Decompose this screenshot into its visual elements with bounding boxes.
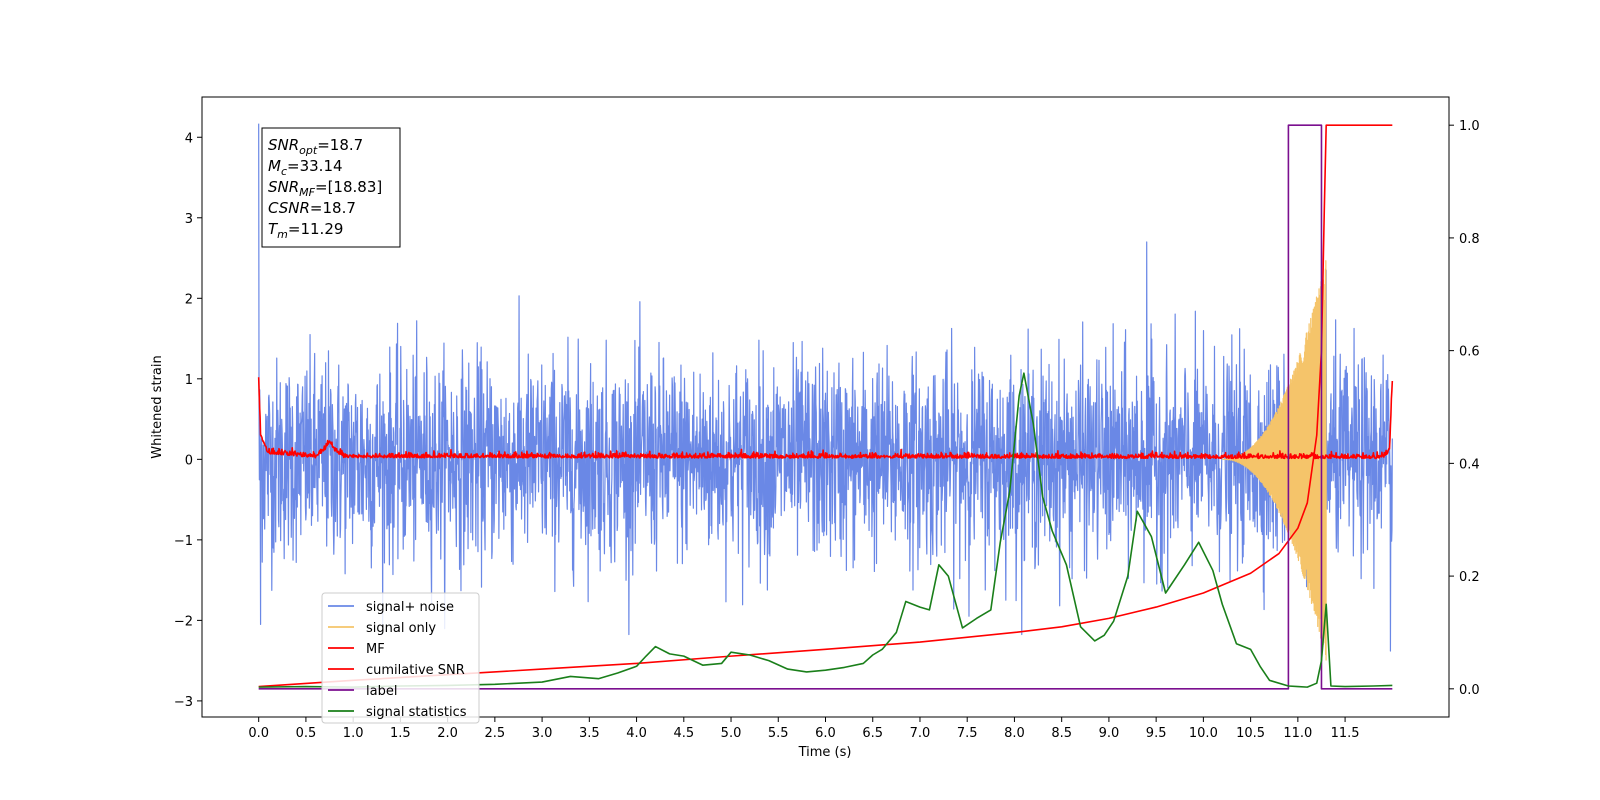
legend-label-signal-statistics: signal statistics [366, 705, 467, 720]
series-cumilative-snr [258, 124, 1393, 688]
y-tick-label: 4 [185, 131, 193, 146]
y-tick-label: 1 [185, 373, 193, 388]
x-tick-label: 8.5 [1051, 726, 1072, 741]
stats-annotation-line: SNRopt=18.7 [268, 136, 363, 157]
legend-label-signal-noise: signal+ noise [366, 600, 454, 615]
x-tick-label: 4.5 [673, 726, 694, 741]
x-tick-label: 6.0 [815, 726, 836, 741]
x-tick-label: 7.0 [910, 726, 931, 741]
x-axis: 0.0 0.5 1.0 1.5 2.0 2.5 3.0 3.5 4.0 4.5 5.0 5.5 6.0 6… [248, 717, 1360, 741]
x-tick-label: 11.5 [1331, 726, 1360, 741]
series-signal-statistics [258, 372, 1393, 688]
series-signal-only [1221, 260, 1327, 661]
x-tick-label: 7.5 [957, 726, 978, 741]
series-label [258, 124, 1393, 690]
y-tick-label: 3 [185, 212, 193, 227]
y2-tick-label: 1.0 [1459, 119, 1480, 134]
x-tick-label: 0.0 [248, 726, 269, 741]
series-signal-noise [258, 123, 1393, 652]
y-tick-label: −2 [174, 614, 193, 629]
x-tick-label: 6.5 [862, 726, 883, 741]
stats-annotation-line: Mc=33.14 [268, 157, 343, 178]
x-tick-label: 5.5 [768, 726, 789, 741]
legend: signal+ noise signal only MF cumilative SNR… [321, 592, 480, 724]
x-tick-label: 11.0 [1283, 726, 1312, 741]
x-tick-label: 3.0 [532, 726, 553, 741]
x-tick-label: 5.0 [721, 726, 742, 741]
y-tick-label: 2 [185, 292, 193, 307]
stats-annotation-line: CSNR=18.7 [268, 199, 356, 217]
legend-frame [321, 592, 480, 724]
stats-annotation-line: Tm=11.29 [268, 220, 343, 241]
x-tick-label: 3.5 [579, 726, 600, 741]
y-tick-label: 0 [185, 453, 193, 468]
x-tick-label: 10.0 [1189, 726, 1218, 741]
y2-tick-label: 0.6 [1459, 345, 1480, 360]
stats-annotation-frame [261, 127, 401, 248]
x-tick-label: 10.5 [1236, 726, 1265, 741]
x-tick-label: 1.5 [390, 726, 411, 741]
legend-label-cumilative-snr: cumilative SNR [366, 663, 465, 678]
legend-label-signal-only: signal only [366, 621, 436, 636]
x-tick-label: 1.0 [343, 726, 364, 741]
y-axis-left: −3 −2 −1 0 1 2 3 4 [174, 131, 202, 710]
x-tick-label: 8.0 [1004, 726, 1025, 741]
legend-label-mf: MF [366, 642, 385, 657]
x-axis-label: Time (s) [798, 745, 852, 760]
y-axis-label: Whitened strain [150, 355, 165, 458]
x-tick-label: 2.0 [437, 726, 458, 741]
x-tick-label: 0.5 [296, 726, 317, 741]
x-tick-label: 2.5 [485, 726, 506, 741]
y-tick-label: −3 [174, 695, 193, 710]
x-tick-label: 9.0 [1099, 726, 1120, 741]
stats-annotation-box: SNRopt=18.7Mc=33.14SNRMF=[18.83]CSNR=18.… [261, 127, 401, 248]
y2-tick-label: 0.2 [1459, 570, 1480, 585]
series-layer [257, 123, 1394, 690]
x-tick-label: 9.5 [1146, 726, 1167, 741]
y2-tick-label: 0.4 [1459, 457, 1480, 472]
y-axis-right: 0.0 0.2 0.4 0.6 0.8 1.0 [1449, 119, 1480, 698]
legend-label-label: label [366, 684, 397, 699]
y2-tick-label: 0.0 [1459, 683, 1480, 698]
series-mf [257, 377, 1394, 460]
y-tick-label: −1 [174, 534, 193, 549]
y2-tick-label: 0.8 [1459, 232, 1480, 247]
stats-annotation-line: SNRMF=[18.83] [268, 178, 382, 199]
x-tick-label: 4.0 [626, 726, 647, 741]
